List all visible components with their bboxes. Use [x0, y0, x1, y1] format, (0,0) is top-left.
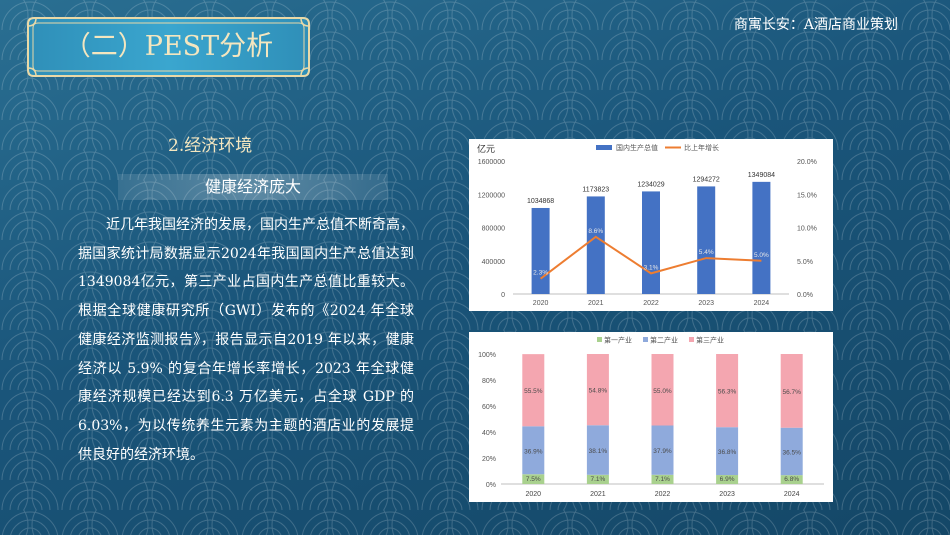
- left-tick-label: 1200000: [478, 192, 505, 199]
- x-tick-label: 2021: [588, 300, 604, 307]
- growth-value-label: 2.3%: [533, 270, 548, 277]
- legend-swatch-secondary: [643, 337, 648, 342]
- segment-label-primary: 6.9%: [720, 476, 735, 483]
- gdp-bar: [531, 207, 550, 294]
- gdp-bar-value: 1349084: [748, 172, 775, 179]
- right-tick-label: 5.0%: [797, 259, 813, 266]
- legend-label-secondary: 第二产业: [650, 336, 678, 345]
- segment-tertiary: [780, 354, 803, 428]
- growth-value-label: 5.0%: [754, 252, 769, 259]
- gdp-bar: [642, 191, 660, 294]
- legend-swatch-gdp: [596, 145, 612, 150]
- gdp-bar: [697, 186, 716, 294]
- gdp-bar-value: 1294272: [693, 176, 720, 183]
- body-paragraph: 近几年我国经济的发展，国内生产总值不断奇高，据国家统计局数据显示2024年我国国…: [78, 217, 414, 463]
- y-axis-unit: 亿元: [477, 143, 495, 154]
- y-tick-label: 40%: [482, 430, 496, 437]
- segment-label-tertiary: 54.8%: [589, 388, 608, 395]
- page-title: （二）PEST分析: [63, 31, 274, 62]
- segment-tertiary: [522, 354, 545, 427]
- segment-label-tertiary: 55.5%: [524, 388, 543, 395]
- y-tick-label: 100%: [478, 352, 496, 359]
- segment-secondary: [716, 427, 739, 476]
- segment-label-tertiary: 56.7%: [782, 389, 801, 396]
- industry-chart-svg: 0% 20% 40% 60% 80% 100% 第一产业 第二产业 第三产业 7.5% 36.9% 5…: [478, 336, 824, 498]
- x-tick-label: 2021: [590, 491, 606, 498]
- segment-primary: [716, 475, 739, 484]
- legend-label-primary: 第一产业: [604, 336, 632, 345]
- segment-primary: [780, 475, 803, 484]
- left-tick-label: 1600000: [478, 159, 505, 166]
- segment-secondary: [651, 425, 674, 475]
- left-tick-label: 400000: [482, 259, 505, 266]
- segment-primary: [651, 474, 674, 484]
- segment-label-primary: 7.1%: [590, 476, 605, 483]
- segment-label-tertiary: 56.3%: [718, 389, 737, 396]
- segment-label-tertiary: 55.0%: [653, 388, 672, 395]
- right-tick-label: 0.0%: [797, 292, 813, 299]
- segment-label-primary: 7.1%: [655, 476, 670, 483]
- segment-tertiary: [716, 354, 739, 428]
- gdp-bar-value: 1234029: [637, 181, 664, 188]
- gdp-bar: [752, 181, 771, 294]
- x-tick-label: 2023: [719, 491, 735, 498]
- gdp-bar: [586, 196, 605, 294]
- x-tick-label: 2024: [784, 491, 800, 498]
- segment-tertiary: [651, 354, 674, 426]
- legend-label-growth: 比上年增长: [684, 143, 719, 152]
- segment-secondary: [522, 426, 545, 475]
- legend-label-tertiary: 第三产业: [696, 336, 724, 345]
- y-tick-label: 80%: [482, 378, 496, 385]
- growth-value-label: 3.1%: [644, 264, 659, 271]
- x-tick-label: 2020: [526, 491, 542, 498]
- title-frame: [27, 17, 310, 77]
- industry-structure-chart: 0% 20% 40% 60% 80% 100% 第一产业 第二产业 第三产业 7.5% 36.9% 5…: [469, 332, 833, 502]
- x-tick-label: 2020: [533, 300, 549, 307]
- segment-label-secondary: 36.5%: [782, 449, 801, 456]
- legend-label-gdp: 国内生产总值: [616, 143, 658, 152]
- x-tick-label: 2022: [643, 300, 659, 307]
- growth-line: [539, 235, 762, 280]
- x-tick-label: 2023: [698, 300, 714, 307]
- segment-primary: [586, 474, 609, 484]
- gdp-bar-value: 1034868: [527, 198, 554, 205]
- y-tick-label: 0%: [486, 482, 496, 489]
- segment-label-primary: 7.5%: [526, 476, 541, 483]
- y-tick-label: 20%: [482, 456, 496, 463]
- right-tick-label: 20.0%: [797, 159, 817, 166]
- growth-value-label: 8.6%: [588, 228, 603, 235]
- segment-label-primary: 6.8%: [784, 476, 799, 483]
- segment-label-secondary: 36.8%: [718, 449, 737, 456]
- segment-primary: [522, 474, 545, 484]
- legend-swatch-tertiary: [689, 337, 694, 342]
- y-tick-label: 60%: [482, 404, 496, 411]
- section-heading: 2.经济环境: [168, 136, 253, 156]
- gdp-chart-svg: 亿元 0 400000 800000 1200000 1600000 0.0% 5.0% 10.…: [477, 143, 817, 307]
- section-subheading: 健康经济庞大: [118, 174, 388, 200]
- right-tick-label: 10.0%: [797, 226, 817, 233]
- segment-secondary: [586, 425, 609, 475]
- segment-label-secondary: 36.9%: [524, 448, 543, 455]
- left-tick-label: 0: [501, 292, 505, 299]
- segment-label-secondary: 37.9%: [653, 448, 672, 455]
- x-tick-label: 2024: [754, 300, 770, 307]
- presentation-subtitle: 商寓长安：A酒店商业策划: [733, 17, 898, 33]
- legend-swatch-primary: [597, 337, 602, 342]
- segment-tertiary: [586, 354, 609, 426]
- right-tick-label: 15.0%: [797, 192, 817, 199]
- x-tick-label: 2022: [655, 491, 671, 498]
- segment-secondary: [780, 427, 803, 476]
- segment-label-secondary: 38.1%: [589, 448, 608, 455]
- growth-value-label: 5.4%: [699, 249, 714, 256]
- gdp-chart: 亿元 0 400000 800000 1200000 1600000 0.0% 5.0% 10.…: [469, 139, 833, 311]
- gdp-bar-value: 1173823: [582, 186, 609, 193]
- left-tick-label: 800000: [482, 226, 505, 233]
